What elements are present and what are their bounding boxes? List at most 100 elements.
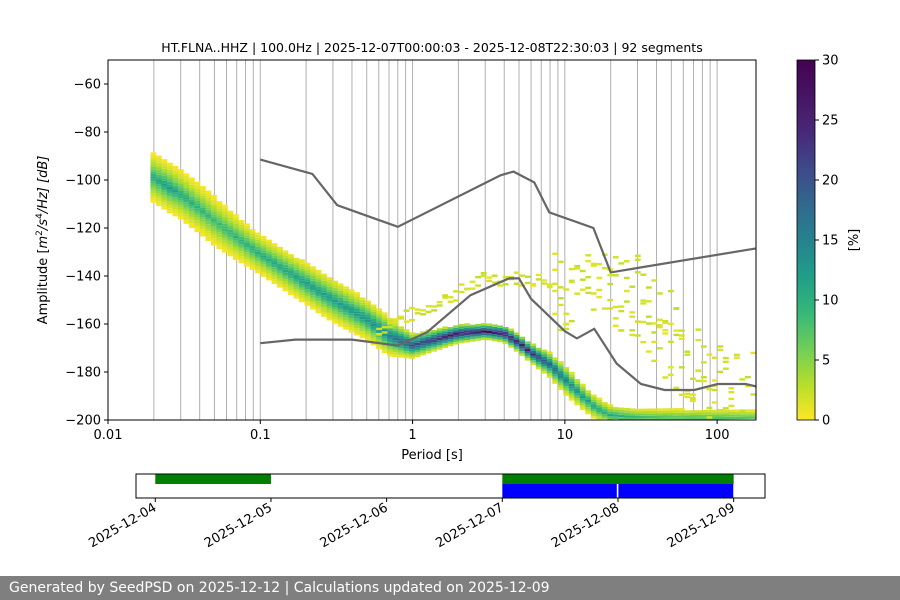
heatmap-cell	[398, 345, 404, 349]
heatmap-cell	[447, 296, 454, 299]
heatmap-cell	[183, 175, 190, 179]
heatmap-cell	[585, 275, 592, 279]
heatmap-cell	[425, 310, 432, 314]
heatmap-cell	[205, 204, 212, 208]
heatmap-cell	[519, 339, 526, 342]
heatmap-cell	[689, 412, 696, 416]
heatmap-cell	[332, 287, 338, 291]
heatmap-cell	[177, 205, 184, 208]
heatmap-cell	[183, 209, 190, 212]
heatmap-cell	[673, 408, 680, 411]
heatmap-cell	[310, 266, 316, 269]
heatmap-cell	[530, 360, 537, 363]
heatmap-cell	[519, 351, 526, 354]
heatmap-cell	[310, 304, 316, 308]
heatmap-cell	[414, 340, 421, 343]
heatmap-cell	[227, 239, 234, 242]
heatmap-cell	[480, 330, 487, 333]
heatmap-cell	[381, 331, 388, 334]
heatmap-cell	[557, 368, 564, 371]
heatmap-cell	[370, 342, 377, 346]
heatmap-cell	[321, 276, 327, 279]
plot-background	[108, 60, 756, 420]
heatmap-cell	[387, 346, 393, 350]
heatmap-cell	[662, 376, 669, 379]
heatmap-cell	[315, 272, 322, 275]
heatmap-cell	[288, 268, 294, 271]
heatmap-cell	[321, 312, 327, 315]
heatmap-cell	[343, 308, 349, 311]
heatmap-cell	[244, 247, 250, 250]
heatmap-cell	[365, 314, 371, 318]
heatmap-cell	[304, 262, 311, 266]
heatmap-cell	[337, 302, 344, 306]
heatmap-cell	[199, 200, 206, 203]
heatmap-cell	[431, 346, 438, 350]
heatmap-cell	[233, 247, 239, 251]
heatmap-cell	[304, 303, 311, 306]
heatmap-cell	[497, 339, 504, 343]
heatmap-cell	[277, 273, 283, 276]
x-tick-label: 0.01	[94, 428, 123, 443]
heatmap-cell	[199, 202, 206, 206]
heatmap-cell	[431, 339, 438, 343]
heatmap-cell	[216, 229, 223, 233]
heatmap-cell	[233, 226, 239, 229]
plot-frame	[107, 59, 757, 421]
heatmap-cell	[282, 262, 289, 265]
heatmap-cell	[359, 314, 366, 317]
heatmap-cell	[447, 336, 454, 340]
heatmap-cell	[337, 324, 344, 327]
heatmap-cell	[211, 202, 217, 205]
heatmap-cell	[497, 335, 504, 338]
heatmap-cell	[612, 256, 619, 259]
heatmap-cell	[392, 342, 399, 346]
heatmap-cell	[183, 173, 190, 176]
heatmap-cell	[244, 261, 250, 265]
heatmap-cell	[183, 214, 190, 217]
heatmap-cell	[425, 339, 432, 342]
heatmap-cell	[579, 395, 586, 399]
heatmap-cell	[211, 228, 217, 232]
heatmap-cell	[233, 233, 239, 236]
heatmap-cell	[277, 270, 283, 274]
heatmap-cell	[376, 322, 382, 326]
heatmap-cell	[392, 333, 399, 336]
heatmap-cell	[706, 414, 713, 418]
heatmap-cell	[211, 209, 217, 212]
heatmap-cell	[326, 277, 333, 280]
heatmap-cell	[387, 351, 393, 355]
heatmap-cell	[260, 235, 267, 239]
colorbar-gradient	[796, 59, 816, 421]
heatmap-cell	[623, 276, 630, 280]
heatmap-cell	[563, 288, 570, 291]
heatmap-cell	[155, 177, 162, 180]
heatmap-cell	[425, 343, 432, 347]
heatmap-cell	[376, 337, 382, 340]
heatmap-cell	[376, 333, 382, 336]
heatmap-cell	[436, 304, 443, 307]
heatmap-cell	[282, 257, 289, 261]
heatmap-cell	[722, 416, 729, 420]
heatmap-cell	[541, 349, 548, 353]
heatmap-cell	[524, 346, 531, 349]
heatmap-cell	[249, 233, 256, 237]
heatmap-cell	[161, 171, 168, 174]
heatmap-cell	[277, 261, 283, 264]
heatmap-cell	[326, 308, 333, 311]
psd-figure: 0.01 0.1 1 10 100 −60−80−100−120−140−160−180…	[35, 40, 862, 551]
heatmap-cell	[541, 366, 548, 369]
heatmap-cell	[260, 250, 267, 253]
heatmap-cell	[205, 209, 212, 213]
heatmap-cell	[607, 413, 614, 417]
heatmap-cell	[199, 222, 206, 225]
heatmap-cell	[310, 268, 316, 272]
heatmap-cell	[568, 381, 575, 384]
heatmap-cell	[155, 191, 162, 194]
heatmap-cell	[667, 366, 674, 369]
y-tick-label: −140	[65, 270, 101, 285]
heatmap-cell	[491, 329, 498, 332]
heatmap-cell	[480, 274, 487, 277]
heatmap-cell	[700, 361, 707, 364]
heatmap-cell	[177, 174, 184, 177]
